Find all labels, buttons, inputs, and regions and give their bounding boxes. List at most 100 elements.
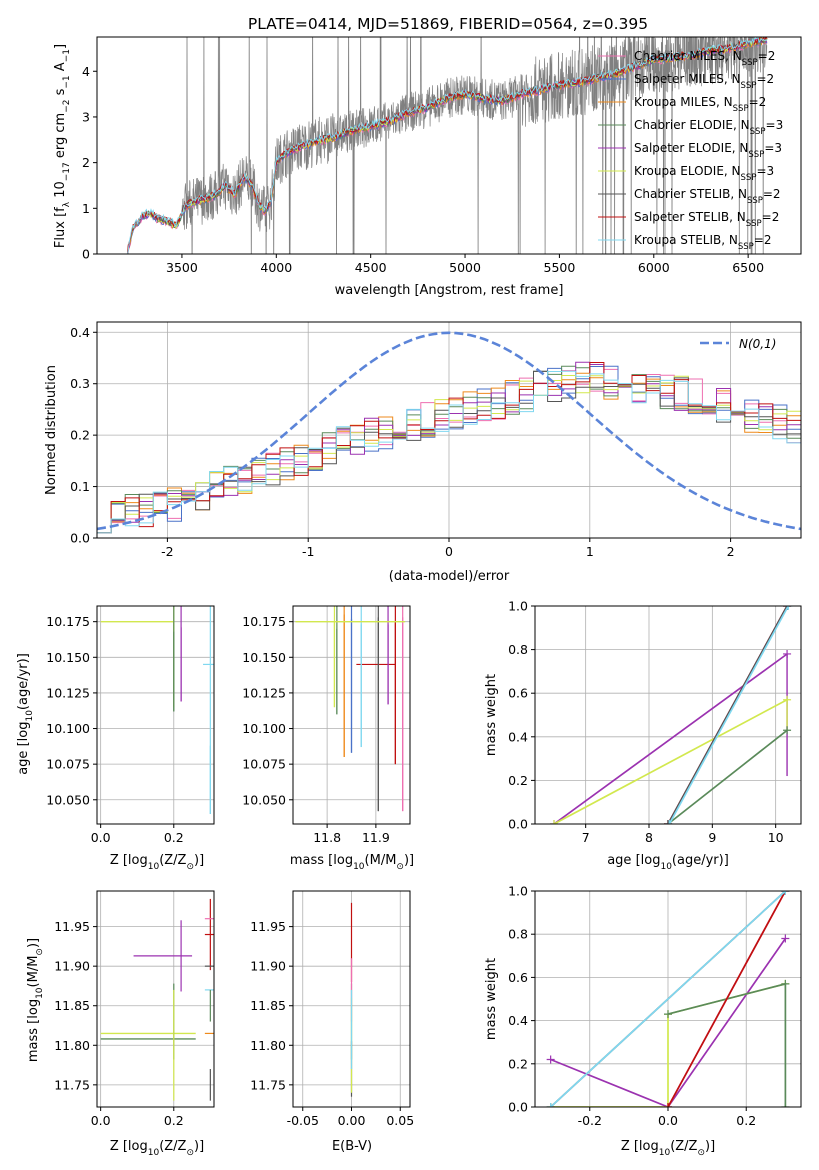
- y-tick-label: 10.075: [242, 757, 286, 772]
- point-marker: [781, 1103, 790, 1107]
- y-tick-label: 10.175: [46, 614, 90, 629]
- y-tick-label: 0: [82, 247, 90, 262]
- y-tick-label: 1: [82, 201, 90, 216]
- y-axis-label: mass [log10(M/M⊙)]: [26, 938, 45, 1062]
- y-tick-label: 11.75: [54, 1077, 90, 1092]
- legend-label: Salpeter MILES, NSSP=2: [634, 72, 774, 91]
- histogram-8: [97, 370, 801, 534]
- x-tick-label: 0.2: [164, 830, 184, 845]
- y-tick-label: 0.3: [70, 376, 90, 391]
- y-tick-label: 10.075: [46, 757, 90, 772]
- y-axis-label: Flux [fλ 10−17 erg cm−2 s−1 A−1]: [53, 44, 72, 248]
- y-tick-label: 11.95: [54, 919, 90, 934]
- x-tick-label: -0.2: [578, 1113, 602, 1128]
- y-tick-label: 10.100: [46, 721, 90, 736]
- y-tick-label: 0.4: [508, 729, 528, 744]
- x-tick-label: -2: [161, 544, 173, 559]
- series-line-0: [553, 653, 788, 824]
- y-tick-label: 11.80: [54, 1038, 90, 1053]
- x-tick-label: -0.05: [287, 1113, 319, 1128]
- y-tick-label: 0.0: [70, 531, 90, 546]
- y-tick-label: 11.75: [250, 1077, 286, 1092]
- mass_vs_Z-frame: [96, 890, 215, 1108]
- mass_weight_vs_Z-frame: [534, 890, 802, 1108]
- x-tick-label: 7: [582, 830, 590, 845]
- y-tick-label: 0.8: [508, 642, 528, 657]
- y-tick-label: 1.0: [508, 599, 528, 614]
- y-tick-label: 0.4: [508, 1013, 528, 1028]
- x-tick-label: 0.2: [736, 1113, 756, 1128]
- legend-label: Kroupa ELODIE, NSSP=3: [634, 164, 774, 183]
- x-tick-label: 4500: [355, 260, 387, 275]
- y-tick-label: 10.125: [46, 685, 90, 700]
- series-line-6: [668, 606, 790, 824]
- x-tick-label: 0.0: [658, 1113, 678, 1128]
- series-line-2: [667, 729, 788, 824]
- x-axis-label: mass [log10(M/M⊙)]: [290, 853, 414, 872]
- y-axis-label: mass weight: [484, 958, 499, 1040]
- x-tick-label: 6000: [638, 260, 670, 275]
- gaussian-curve: [97, 331, 801, 531]
- y-tick-label: 10.175: [242, 614, 286, 629]
- series-line-4: [667, 891, 787, 1107]
- x-tick-label: 11.9: [362, 830, 390, 845]
- y-axis-label: mass weight: [484, 674, 499, 756]
- mass_weight_vs_Z-axes: -0.2 0.0 0.2 0.0 0.2 0.4 0.6 0.8 1.0 Z [log10(Z/Z…: [484, 884, 802, 1158]
- residuals-axes: -2 -1 0 1 2 0.0 0.1 0.2 0.3 0.4 N(0,1) (data-model)…: [44, 321, 802, 584]
- x-tick-label: 0.00: [338, 1113, 366, 1128]
- age_vs_Z-axes: 0.0 0.2 10.050 10.075 10.100 10.125 10.150 10.1…: [16, 605, 215, 872]
- point-marker: [665, 820, 674, 824]
- series-line-1: [553, 698, 788, 824]
- y-tick-label: 2: [82, 155, 90, 170]
- y-tick-label: 4: [82, 64, 90, 79]
- y-tick-label: 10.050: [242, 792, 286, 807]
- errorbar-point: [204, 898, 214, 971]
- spectrum-frame: [96, 36, 802, 255]
- x-tick-label: 0.05: [386, 1113, 414, 1128]
- mass_vs_ebv-frame: [292, 890, 411, 1108]
- y-tick-label: 0.8: [508, 927, 528, 942]
- y-tick-label: 0.1: [70, 479, 90, 494]
- model-spectrum-8: [127, 37, 768, 254]
- y-tick-label: 0.2: [508, 773, 528, 788]
- point-marker: [783, 726, 792, 735]
- mass_weight_vs_age-axes: 7 8 9 10 0.0 0.2 0.4 0.6 0.8 1.0 age [log10(age/yr…: [484, 599, 802, 872]
- point-marker: [550, 820, 558, 824]
- age_vs_mass-axes: 11.8 11.9 10.050 10.075 10.100 10.125 10.150 10…: [242, 605, 414, 872]
- y-tick-label: 10.100: [242, 721, 286, 736]
- legend-label: N(0,1): [739, 337, 776, 351]
- y-tick-label: 0.2: [70, 428, 90, 443]
- mass_weight_vs_Z-plot-area: [546, 891, 790, 1107]
- y-axis-label: Normed distribution: [44, 365, 59, 495]
- y-tick-label: 11.80: [250, 1038, 286, 1053]
- point-marker: [781, 891, 790, 895]
- legend-label: Salpeter ELODIE, NSSP=3: [634, 141, 782, 160]
- y-tick-label: 0.0: [508, 1100, 528, 1115]
- x-tick-label: 8: [645, 830, 653, 845]
- mass_weight_vs_age-frame: [534, 605, 802, 825]
- point-marker: [664, 1103, 672, 1107]
- legend-label: Chabrier MILES, NSSP=2: [634, 49, 775, 68]
- y-tick-label: 0.6: [508, 970, 528, 985]
- x-tick-label: -1: [302, 544, 314, 559]
- x-tick-label: 0: [445, 544, 453, 559]
- y-tick-label: 10.050: [46, 792, 90, 807]
- x-tick-label: 5500: [544, 260, 576, 275]
- y-tick-label: 0.2: [508, 1056, 528, 1071]
- x-axis-label: (data-model)/error: [389, 569, 510, 584]
- series-line-5: [667, 606, 788, 824]
- mass_weight_vs_age-plot-area: [550, 606, 793, 824]
- point-marker: [781, 934, 790, 943]
- x-tick-label: 2: [727, 544, 735, 559]
- x-axis-label: Z [log10(Z/Z⊙)]: [110, 853, 204, 872]
- point-marker: [664, 820, 672, 824]
- figure-title: PLATE=0414, MJD=51869, FIBERID=0564, z=0…: [248, 15, 648, 33]
- y-tick-label: 11.90: [54, 959, 90, 974]
- x-tick-label: 5000: [449, 260, 481, 275]
- y-tick-label: 11.85: [250, 998, 286, 1013]
- y-tick-label: 10.125: [242, 685, 286, 700]
- legend-label: Kroupa MILES, NSSP=2: [634, 95, 766, 114]
- y-tick-label: 3: [82, 109, 90, 124]
- y-tick-label: 1.0: [508, 884, 528, 899]
